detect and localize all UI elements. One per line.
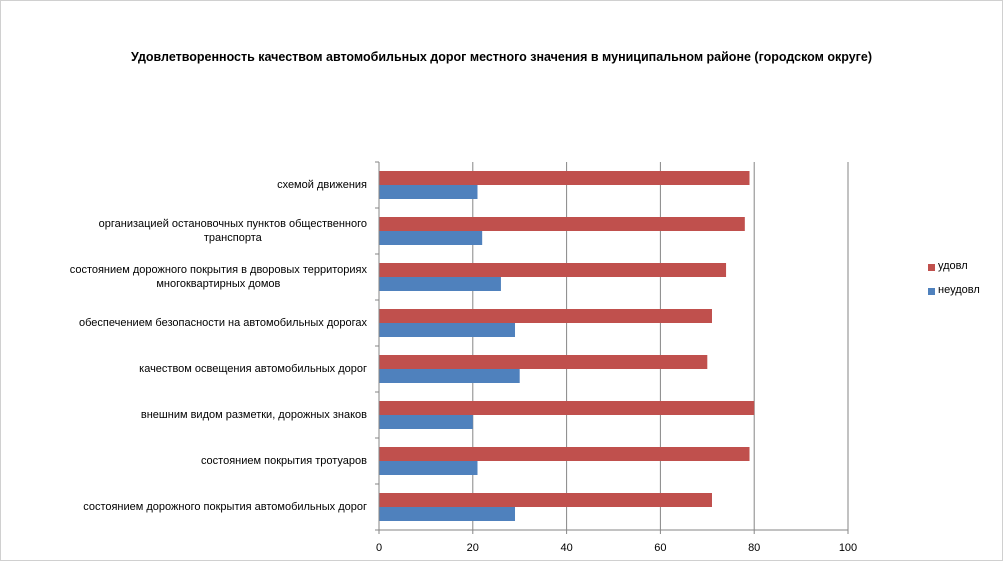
bar-udovl bbox=[379, 401, 755, 415]
category-label-line: качеством освещения автомобильных дорог bbox=[139, 363, 367, 375]
bar-udovl bbox=[379, 263, 727, 277]
legend-label: удовл bbox=[938, 260, 968, 272]
category-label: состоянием покрытия тротуаров bbox=[201, 454, 367, 468]
bar-neudovl bbox=[379, 277, 501, 291]
category-label-line: схемой движения bbox=[277, 179, 367, 191]
category-label: организацией остановочных пунктов общест… bbox=[99, 217, 367, 245]
category-label: состоянием дорожного покрытия в дворовых… bbox=[70, 263, 367, 291]
bar-neudovl bbox=[379, 185, 478, 199]
category-label: схемой движения bbox=[277, 178, 367, 192]
x-tick-label: 0 bbox=[376, 542, 382, 554]
x-tick-label: 80 bbox=[748, 542, 760, 554]
category-label-line: многоквартирных домов bbox=[156, 278, 281, 290]
category-label: состоянием дорожного покрытия автомобиль… bbox=[83, 500, 367, 514]
category-label: обеспечением безопасности на автомобильн… bbox=[79, 316, 367, 330]
bar-neudovl bbox=[379, 461, 478, 475]
category-label-line: обеспечением безопасности на автомобильн… bbox=[79, 317, 367, 329]
x-tick-label: 40 bbox=[560, 542, 572, 554]
chart-title: Удовлетворенность качеством автомобильны… bbox=[130, 50, 873, 64]
bar-udovl bbox=[379, 493, 712, 507]
category-label-line: организацией остановочных пунктов общест… bbox=[98, 218, 367, 230]
bar-neudovl bbox=[379, 231, 483, 245]
category-label-line: внешним видом разметки, дорожных знаков bbox=[140, 409, 367, 421]
x-tick-label: 20 bbox=[467, 542, 479, 554]
bar-neudovl bbox=[379, 415, 473, 429]
category-label: внешним видом разметки, дорожных знаков bbox=[141, 408, 367, 422]
bar-udovl bbox=[379, 447, 750, 461]
bar-udovl bbox=[379, 309, 712, 323]
bar-neudovl bbox=[379, 507, 516, 521]
bar-udovl bbox=[379, 355, 708, 369]
bar-udovl bbox=[379, 171, 750, 185]
x-tick-label: 100 bbox=[839, 542, 857, 554]
category-label-line: состоянием покрытия тротуаров bbox=[200, 455, 367, 467]
category-label-line: состоянием дорожного покрытия в дворовых… bbox=[69, 264, 367, 276]
category-label: качеством освещения автомобильных дорог bbox=[139, 362, 367, 376]
legend-swatch bbox=[928, 264, 935, 271]
legend-label: неудовл bbox=[938, 284, 980, 296]
category-label-line: транспорта bbox=[203, 232, 262, 244]
category-label-line: состоянием дорожного покрытия автомобиль… bbox=[83, 501, 367, 513]
x-tick-label: 60 bbox=[654, 542, 666, 554]
bar-neudovl bbox=[379, 323, 516, 337]
bar-udovl bbox=[379, 217, 745, 231]
legend-swatch bbox=[928, 288, 935, 295]
bar-neudovl bbox=[379, 369, 520, 383]
